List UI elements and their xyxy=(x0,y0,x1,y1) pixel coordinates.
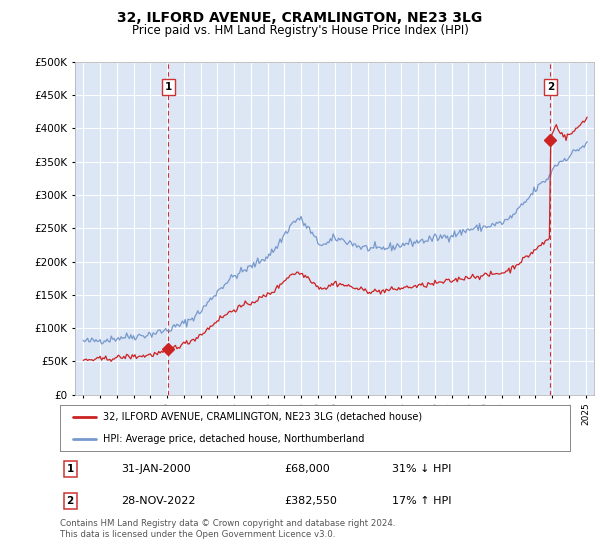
Text: 1: 1 xyxy=(165,82,172,92)
Text: 31-JAN-2000: 31-JAN-2000 xyxy=(121,464,191,474)
Text: 2: 2 xyxy=(547,82,554,92)
Text: 32, ILFORD AVENUE, CRAMLINGTON, NE23 3LG: 32, ILFORD AVENUE, CRAMLINGTON, NE23 3LG xyxy=(118,11,482,25)
Text: 31% ↓ HPI: 31% ↓ HPI xyxy=(392,464,451,474)
Text: 28-NOV-2022: 28-NOV-2022 xyxy=(121,496,196,506)
Text: Price paid vs. HM Land Registry's House Price Index (HPI): Price paid vs. HM Land Registry's House … xyxy=(131,24,469,36)
Text: 2: 2 xyxy=(67,496,74,506)
Text: 1: 1 xyxy=(67,464,74,474)
Text: 32, ILFORD AVENUE, CRAMLINGTON, NE23 3LG (detached house): 32, ILFORD AVENUE, CRAMLINGTON, NE23 3LG… xyxy=(103,412,422,422)
Text: 17% ↑ HPI: 17% ↑ HPI xyxy=(392,496,451,506)
Text: Contains HM Land Registry data © Crown copyright and database right 2024.
This d: Contains HM Land Registry data © Crown c… xyxy=(60,519,395,539)
Text: HPI: Average price, detached house, Northumberland: HPI: Average price, detached house, Nort… xyxy=(103,434,365,444)
Text: £68,000: £68,000 xyxy=(284,464,330,474)
Text: £382,550: £382,550 xyxy=(284,496,337,506)
